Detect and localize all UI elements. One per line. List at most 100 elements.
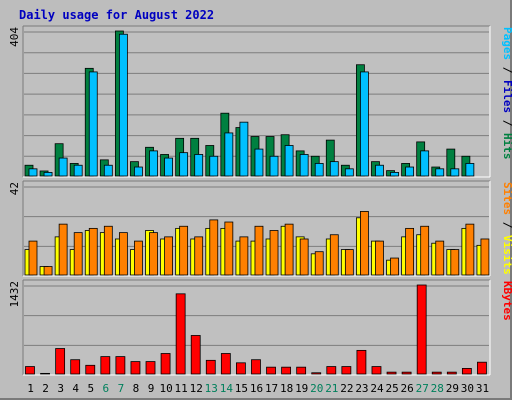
- bar-files-day-11: [179, 152, 189, 177]
- x-tick-label-15: 15: [235, 382, 248, 395]
- x-tick-label-8: 8: [133, 382, 140, 395]
- bar-files-day-18: [284, 145, 294, 177]
- bar-sites-day-6: [103, 225, 113, 276]
- bar-files-day-5: [88, 71, 98, 177]
- bar-files-day-7: [118, 33, 128, 177]
- bar-files-day-2: [43, 172, 53, 177]
- bar-kbytes-day-7: [115, 356, 126, 375]
- bar-kbytes-day-2: [40, 372, 50, 375]
- bar-kbytes-day-26: [401, 371, 412, 375]
- bar-sites-day-17: [269, 230, 279, 276]
- bar-files-day-17: [269, 155, 279, 177]
- bar-files-day-14: [224, 132, 234, 177]
- legend-entry: /: [501, 215, 512, 235]
- bar-kbytes-day-10: [160, 353, 171, 375]
- bar-files-day-27: [420, 150, 430, 177]
- x-tick-label-3: 3: [57, 382, 64, 395]
- bar-kbytes-day-1: [25, 366, 35, 375]
- bar-files-day-23: [360, 71, 369, 177]
- bar-kbytes-day-11: [175, 293, 186, 375]
- bar-files-day-29: [450, 168, 460, 177]
- x-tick-label-7: 7: [118, 382, 125, 395]
- bar-sites-day-29: [450, 249, 460, 276]
- legend-entry: Files: [501, 80, 512, 113]
- y-max-label-hits-files: 404: [8, 27, 21, 47]
- bar-kbytes-day-9: [145, 361, 156, 375]
- chart-title: Daily usage for August 2022: [19, 8, 215, 22]
- bar-sites-day-8: [134, 240, 143, 276]
- bar-kbytes-day-8: [130, 361, 141, 375]
- x-tick-label-23: 23: [355, 382, 368, 395]
- bar-sites-day-12: [194, 236, 204, 276]
- legend-sites-visits: Sites / Visits: [501, 182, 512, 275]
- bar-sites-day-28: [435, 240, 445, 276]
- bar-kbytes-day-15: [236, 362, 246, 375]
- x-tick-label-2: 2: [42, 382, 49, 395]
- bar-files-day-15: [239, 121, 249, 177]
- bar-files-day-6: [103, 164, 113, 177]
- x-tick-label-6: 6: [103, 382, 110, 395]
- bar-files-day-21: [329, 161, 339, 177]
- x-tick-label-12: 12: [190, 382, 203, 395]
- bar-sites-day-27: [420, 225, 430, 276]
- bar-files-day-12: [194, 154, 204, 177]
- bar-files-day-26: [405, 166, 415, 177]
- x-tick-label-5: 5: [87, 382, 94, 395]
- bar-kbytes-day-19: [296, 366, 307, 375]
- x-tick-label-1: 1: [27, 382, 34, 395]
- x-tick-label-10: 10: [159, 382, 172, 395]
- x-tick-label-30: 30: [461, 382, 474, 395]
- bar-files-day-19: [299, 154, 309, 177]
- bar-sites-day-7: [118, 232, 128, 276]
- legend-entry: Pages: [501, 27, 512, 60]
- bar-kbytes-day-30: [461, 368, 472, 375]
- bar-sites-day-26: [405, 227, 415, 276]
- x-tick-label-16: 16: [250, 382, 263, 395]
- bar-sites-day-18: [284, 223, 294, 276]
- bar-sites-day-10: [164, 236, 173, 276]
- bar-files-day-28: [435, 168, 445, 177]
- bar-kbytes-day-25: [386, 371, 397, 375]
- bar-sites-day-15: [239, 236, 249, 276]
- bar-sites-day-31: [480, 238, 490, 276]
- legend-kbytes: KBytes: [501, 281, 512, 321]
- bar-kbytes-day-27: [416, 284, 427, 375]
- bar-kbytes-day-21: [326, 366, 337, 375]
- bar-kbytes-day-5: [85, 364, 96, 375]
- legend-hits-files: Pages / Files / Hits: [501, 27, 512, 160]
- x-tick-label-28: 28: [431, 382, 444, 395]
- bar-kbytes-day-12: [190, 335, 201, 375]
- bar-kbytes-day-22: [341, 366, 352, 375]
- bar-files-day-13: [209, 155, 219, 177]
- bar-sites-day-9: [149, 232, 158, 276]
- bar-files-day-30: [465, 163, 475, 177]
- bar-kbytes-day-4: [70, 359, 81, 375]
- x-tick-label-11: 11: [175, 382, 188, 395]
- bar-kbytes-day-16: [251, 359, 261, 375]
- bar-sites-day-19: [299, 238, 309, 276]
- bar-kbytes-day-23: [356, 349, 367, 375]
- bar-sites-day-1: [28, 240, 38, 276]
- x-tick-label-14: 14: [220, 382, 234, 395]
- bar-kbytes-day-28: [431, 371, 442, 375]
- bar-sites-day-20: [314, 251, 324, 276]
- bar-sites-day-21: [329, 234, 339, 276]
- y-max-label-sites-visits: 42: [8, 182, 21, 195]
- legend-entry: KBytes: [501, 281, 512, 321]
- bar-files-day-1: [28, 168, 38, 177]
- bar-kbytes-day-20: [311, 372, 322, 375]
- bar-sites-day-4: [73, 232, 83, 276]
- bar-kbytes-day-13: [205, 359, 216, 375]
- legend-entry: Sites: [501, 182, 512, 215]
- x-tick-label-26: 26: [401, 382, 414, 395]
- bar-files-day-25: [390, 172, 399, 177]
- legend-entry: /: [501, 113, 512, 133]
- x-tick-label-19: 19: [295, 382, 308, 395]
- bar-sites-day-30: [465, 223, 475, 276]
- bar-kbytes-day-17: [266, 366, 276, 375]
- bar-sites-day-13: [209, 219, 219, 276]
- x-tick-label-27: 27: [416, 382, 429, 395]
- bar-files-day-10: [164, 157, 173, 177]
- x-tick-label-18: 18: [280, 382, 293, 395]
